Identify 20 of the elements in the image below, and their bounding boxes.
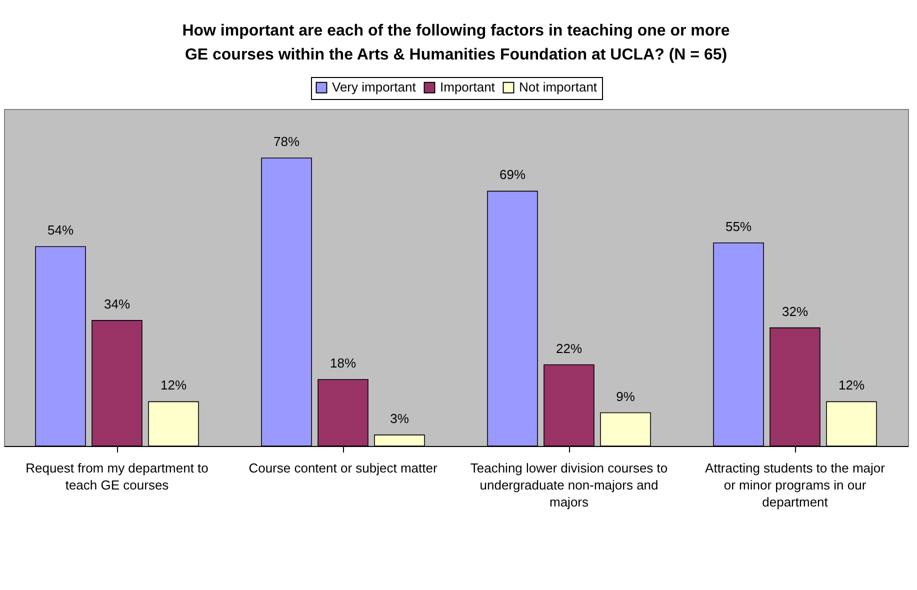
legend-label: Not important <box>519 80 598 95</box>
x-tick-label: Attracting students to the major or minor programs in our department <box>705 460 886 510</box>
data-label: 55% <box>725 218 752 234</box>
data-label: 69% <box>499 167 526 182</box>
chart-title: How important are each of the following factors in teaching one or more GE courses within the Arts & Humanities Foundation at UCLA? (N = 65) <box>182 22 730 64</box>
data-label: 18% <box>330 356 356 371</box>
data-label: 22% <box>556 340 582 356</box>
x-tick-label: Course content or subject matter <box>248 460 438 476</box>
x-tick-label: Teaching lower division courses to undergraduate non-majors and majors <box>470 460 668 510</box>
legend-label: Important <box>440 80 496 95</box>
data-label: 78% <box>273 134 300 149</box>
data-label: 12% <box>838 378 865 393</box>
legend-label: Very important <box>332 80 416 95</box>
data-label: 9% <box>616 388 636 404</box>
data-label: 3% <box>390 410 410 426</box>
data-label: 54% <box>47 222 74 238</box>
data-label: 32% <box>782 304 808 319</box>
x-tick-label: Request from my department to teach GE courses <box>26 460 208 492</box>
data-label: 12% <box>160 378 187 393</box>
data-label: 34% <box>104 296 130 312</box>
